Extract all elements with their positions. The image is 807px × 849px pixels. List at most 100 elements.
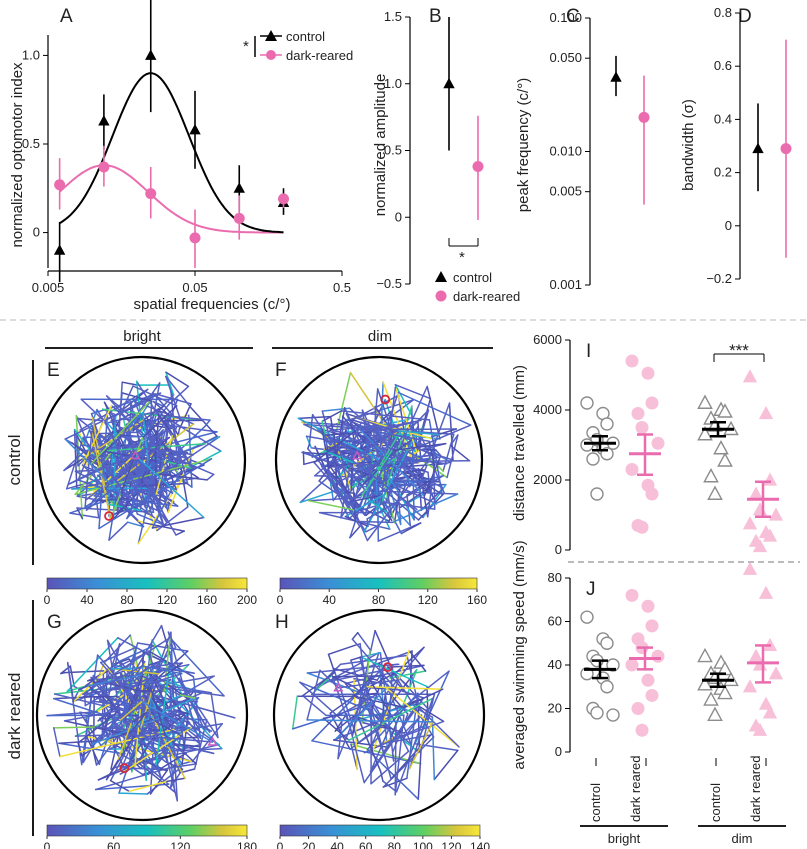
trajectory-segment [152, 400, 165, 408]
c-y-tick-label: 0.001 [549, 277, 582, 292]
trajectory-segment [168, 415, 189, 485]
panel-b: B −0.500.51.01.5 normalized amplitude * … [372, 6, 520, 304]
j-cat-dim-control: control [708, 783, 723, 822]
j-point [758, 585, 774, 599]
trajectory-segment [302, 451, 305, 466]
trajectory-segment [98, 458, 213, 530]
j-cat-dim-dark: dark reared [748, 756, 763, 822]
trajectory-segment [370, 750, 410, 785]
trajectory-segment [158, 425, 206, 470]
trajectory-segment [183, 714, 202, 740]
d-y-tick-label: 0.6 [714, 58, 732, 73]
trajectory-g [35, 608, 249, 822]
d-marks [752, 39, 792, 258]
trajectory-segment [350, 449, 354, 492]
c-y-tick-label: 0.010 [549, 144, 582, 159]
trajectory-segment [386, 664, 425, 668]
trajectory-segment [442, 433, 455, 472]
trajectory-segment [417, 492, 446, 521]
trajectory-segment [118, 644, 156, 663]
trajectory-segment [108, 521, 129, 541]
trajectory-segment [307, 499, 356, 511]
trajectory-segment [353, 695, 405, 709]
trajectory-segment [77, 742, 83, 757]
trajectory-segment [319, 669, 340, 689]
trajectory-segment [349, 525, 361, 539]
j-point [651, 649, 665, 663]
trajectory-segment [350, 426, 374, 515]
i-point [580, 438, 594, 452]
d-y-tick-label: 0.2 [714, 165, 732, 180]
trajectory-segment [89, 398, 153, 466]
trajectory-segment [107, 414, 117, 506]
trajectory-segment [119, 454, 137, 495]
i-point [762, 528, 778, 542]
trajectory-segment [118, 438, 123, 477]
j-group-dim: dim [732, 831, 753, 846]
trajectory-segment [426, 385, 441, 440]
trajectory-segment [336, 436, 352, 503]
panel-d: D −0.2 0 0.2 0.4 0.6 0.8 bandwidth (σ) [680, 5, 792, 286]
trajectory-segment [356, 631, 371, 651]
trajectory-segment [82, 636, 171, 696]
trajectory-segment [130, 711, 147, 725]
colorbar-gradient [279, 824, 481, 837]
trajectory-segment [67, 464, 107, 486]
trajectory-segment [106, 422, 119, 436]
panel-label-a: A [60, 6, 73, 27]
trajectory-segment [432, 438, 436, 510]
trajectory-segment [141, 665, 183, 675]
trajectory-segment [306, 719, 434, 723]
trajectory-segment [152, 675, 215, 688]
trajectory-segment [91, 497, 130, 502]
trajectory-segment [134, 454, 205, 519]
start-marker [380, 394, 391, 405]
colorbar-tick-label: 0 [277, 840, 284, 849]
trajectory-segment [395, 688, 425, 699]
trajectory-segment [109, 752, 126, 782]
trajectory-segment [299, 476, 329, 504]
trajectory-segment [148, 689, 153, 719]
trajectory-segment [152, 382, 161, 419]
i-point [697, 426, 713, 441]
trajectory-segment [122, 646, 138, 724]
trajectory-segment [385, 687, 460, 748]
i-y-tick-label: 0 [555, 542, 562, 557]
j-ylabel-line1: averaged swimming speed (mm/s) [511, 540, 528, 769]
panel-label-g: G [47, 612, 62, 633]
row-label-dark-reared: dark reared [5, 673, 24, 760]
i-point [752, 539, 768, 553]
b-legend-dark-text: dark-reared [453, 289, 520, 304]
trajectory-segment [104, 419, 147, 509]
trajectory-segment [93, 726, 158, 733]
b-ylabel: normalized amplitude [372, 74, 389, 217]
trajectory-segment [449, 444, 471, 462]
j-group-bright: bright [608, 831, 641, 846]
trajectory-segment [63, 450, 86, 472]
trajectory-segment [431, 716, 436, 781]
colorbar-tick-label: 80 [388, 840, 402, 849]
b-point-dark-reared [472, 161, 484, 173]
trajectory-segment [100, 646, 138, 664]
trajectory-segment [379, 770, 384, 782]
panel-j: J 0 20 40 60 80 averaged swimming speed (mm/… [511, 540, 786, 846]
end-marker [352, 450, 363, 460]
j-point [625, 658, 639, 672]
i-point [645, 487, 659, 501]
trajectory-segment [311, 413, 323, 430]
i-marks [580, 354, 784, 553]
trajectory-segment [306, 669, 321, 721]
i-y-tick-label: 2000 [533, 472, 562, 487]
i-point [717, 403, 733, 418]
j-y-tick-label: 40 [548, 657, 562, 672]
trajectory-segment [351, 631, 359, 640]
d-point-dark-reared [780, 143, 792, 155]
trajectory-segment [158, 429, 164, 450]
panel-a: A 0 0.5 1.0 0.005 0.05 0.5 spatial frequencie… [9, 0, 353, 313]
i-point [590, 487, 604, 501]
trajectory-segment [421, 486, 429, 518]
trajectory-segment [374, 629, 390, 663]
trajectory-segment [375, 476, 380, 527]
trajectory-h [272, 608, 486, 822]
trajectory-segment [100, 737, 111, 747]
